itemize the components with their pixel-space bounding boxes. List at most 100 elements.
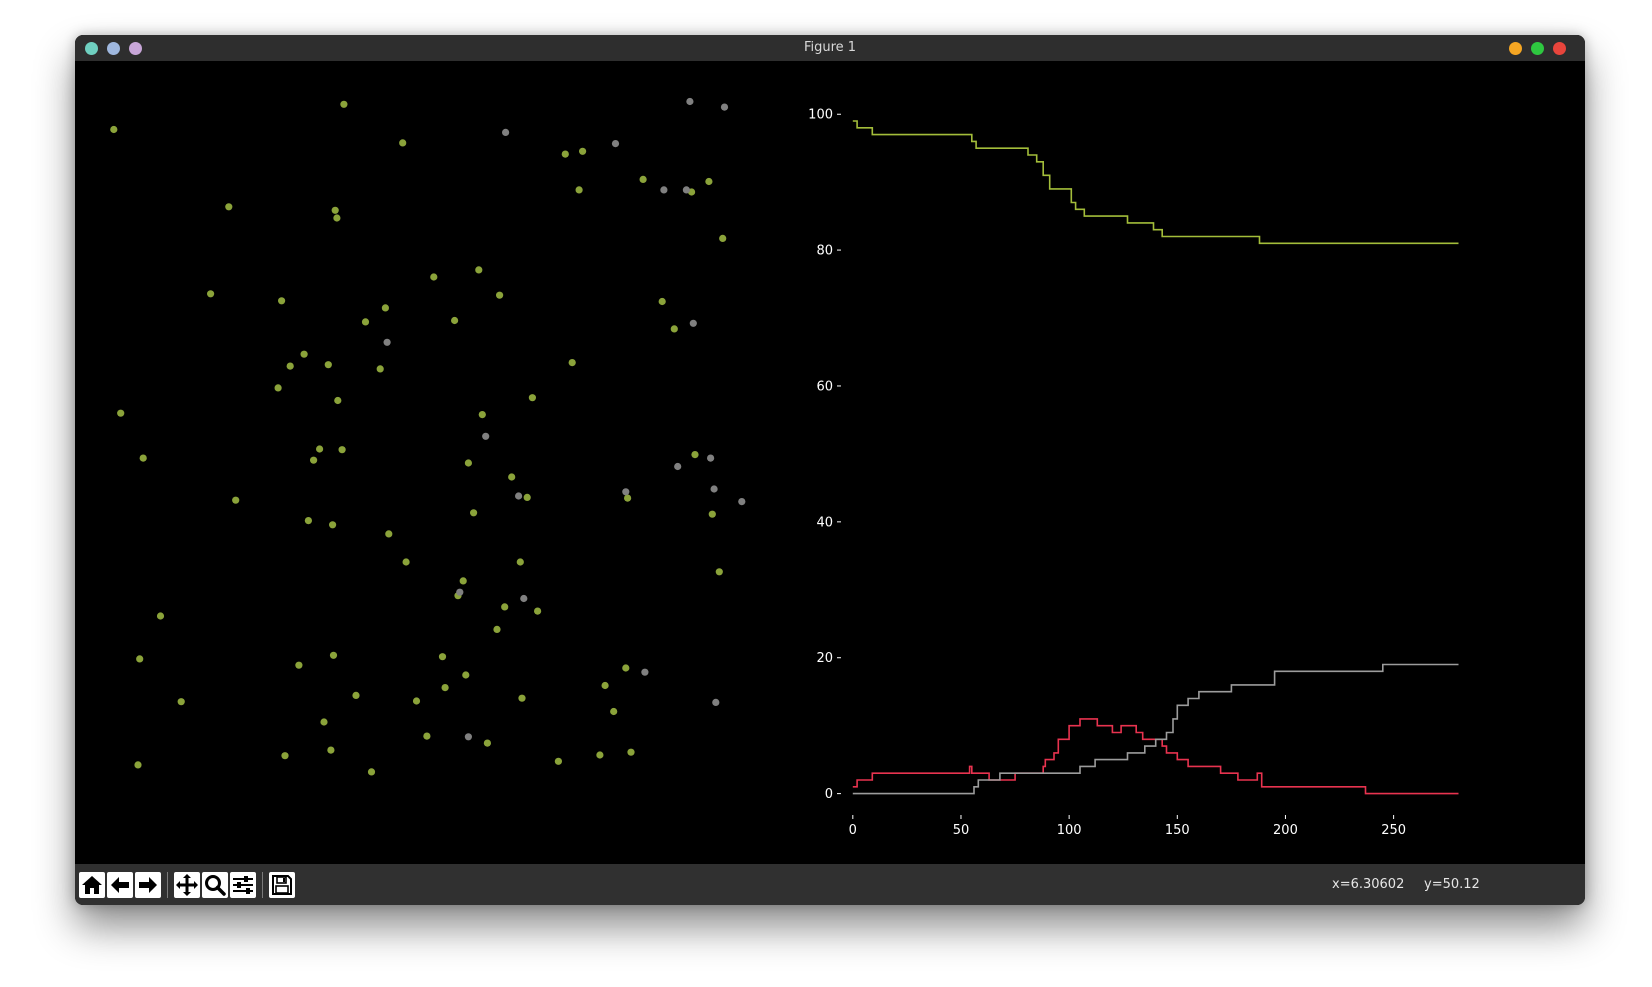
scatter-point <box>579 147 587 155</box>
line-series-0 <box>852 120 1459 245</box>
forward-button[interactable] <box>135 872 161 898</box>
scatter-point <box>682 186 691 194</box>
scatter-point <box>516 558 524 566</box>
scatter-point <box>715 568 723 576</box>
scatter-point <box>156 612 165 620</box>
scatter-point <box>117 409 125 417</box>
scatter-point <box>496 291 504 299</box>
maximize-dot-left[interactable] <box>129 42 142 55</box>
scatter-point <box>329 651 338 659</box>
scatter-point <box>324 361 332 369</box>
scatter-point <box>568 359 576 367</box>
scatter-point <box>376 365 384 373</box>
scatter-point <box>622 488 630 496</box>
pan-button[interactable] <box>174 872 200 898</box>
scatter-point <box>334 396 342 405</box>
x-tick-label: 250 <box>1381 823 1406 838</box>
y-tick-label: 20 <box>816 651 833 666</box>
scatter-point <box>708 510 716 518</box>
scatter-point <box>627 748 635 756</box>
y-tick-label: 60 <box>816 379 833 394</box>
scatter-point <box>331 206 339 214</box>
scatter-point <box>329 521 337 529</box>
scatter-point <box>367 768 376 776</box>
scatter-point <box>441 684 449 692</box>
scatter-point <box>475 266 483 274</box>
scatter-point <box>515 492 523 500</box>
scatter-point <box>508 473 516 481</box>
scatter-point <box>610 707 618 716</box>
scatter-point <box>340 100 348 108</box>
window-title: Figure 1 <box>803 40 857 55</box>
scatter-point <box>459 577 467 585</box>
save-button[interactable] <box>269 872 295 898</box>
scatter-point <box>528 394 536 402</box>
line-plot: 0 20 40 60 80 100 0 50 100 150 200 250 <box>808 108 1459 838</box>
y-tick-label: 100 <box>808 108 833 123</box>
zoom-button[interactable] <box>202 872 228 898</box>
back-arrow-icon <box>111 877 129 893</box>
scatter-point <box>691 451 699 459</box>
scatter-point <box>470 509 478 517</box>
scatter-point <box>278 297 286 305</box>
scatter-point <box>554 757 562 765</box>
scatter-point <box>300 350 308 358</box>
scatter-point <box>622 664 630 672</box>
scatter-point <box>712 698 720 707</box>
scatter-point <box>310 456 318 464</box>
scatter-point <box>232 496 240 504</box>
figure-svg: 0 20 40 60 80 100 0 50 100 150 200 250 <box>110 97 1459 838</box>
scatter-point <box>502 128 510 136</box>
scatter-point <box>707 454 715 462</box>
scatter-point <box>381 304 389 312</box>
scatter-point <box>534 607 542 615</box>
x-tick-label: 0 <box>849 823 857 838</box>
close-button[interactable] <box>1553 42 1566 55</box>
y-coordinate-readout: y=50.12 <box>1424 877 1480 892</box>
home-button[interactable] <box>79 872 105 898</box>
figure-canvas[interactable]: 0 20 40 60 80 100 0 50 100 150 200 250 <box>75 61 1585 864</box>
back-button[interactable] <box>107 872 133 898</box>
title-bar[interactable]: Figure 1 <box>75 35 1585 61</box>
scatter-point <box>352 691 360 700</box>
scatter-point <box>304 517 312 525</box>
scatter-point <box>601 681 609 690</box>
scatter-point <box>710 485 718 493</box>
scatter-point <box>705 177 713 186</box>
scatter-point <box>670 325 678 333</box>
x-tick-label: 50 <box>953 823 970 838</box>
home-icon <box>82 876 102 894</box>
minimize-dot-left[interactable] <box>107 42 120 55</box>
configure-subplots-icon <box>233 876 253 894</box>
scatter-point <box>720 103 729 111</box>
scatter-point <box>523 493 531 501</box>
scatter-point <box>327 746 335 754</box>
forward-arrow-icon <box>139 877 157 893</box>
scatter-point <box>689 319 697 327</box>
scatter-point <box>399 139 407 147</box>
maximize-button[interactable] <box>1531 42 1544 55</box>
configure-subplots-button[interactable] <box>230 872 256 898</box>
scatter-point <box>575 186 583 194</box>
minimize-button[interactable] <box>1509 42 1522 55</box>
x-coordinate-readout: x=6.30602 <box>1332 877 1405 892</box>
scatter-point <box>134 761 142 769</box>
scatter-point <box>462 671 470 679</box>
scatter-point <box>338 446 346 454</box>
scatter-point <box>520 594 528 603</box>
scatter-point <box>611 140 620 148</box>
scatter-point <box>596 751 604 759</box>
scatter-point <box>658 297 666 306</box>
scatter-point <box>501 603 509 611</box>
scatter-point <box>456 588 464 596</box>
zoom-icon <box>205 875 226 896</box>
scatter-point <box>451 316 459 325</box>
scatter-point <box>412 697 421 705</box>
scatter-point <box>383 338 391 346</box>
x-tick-label: 200 <box>1273 823 1298 838</box>
scatter-point <box>464 733 472 741</box>
scatter-point <box>295 661 303 669</box>
close-dot-left[interactable] <box>85 42 98 55</box>
scatter-point <box>385 530 393 538</box>
scatter-point <box>561 150 569 158</box>
